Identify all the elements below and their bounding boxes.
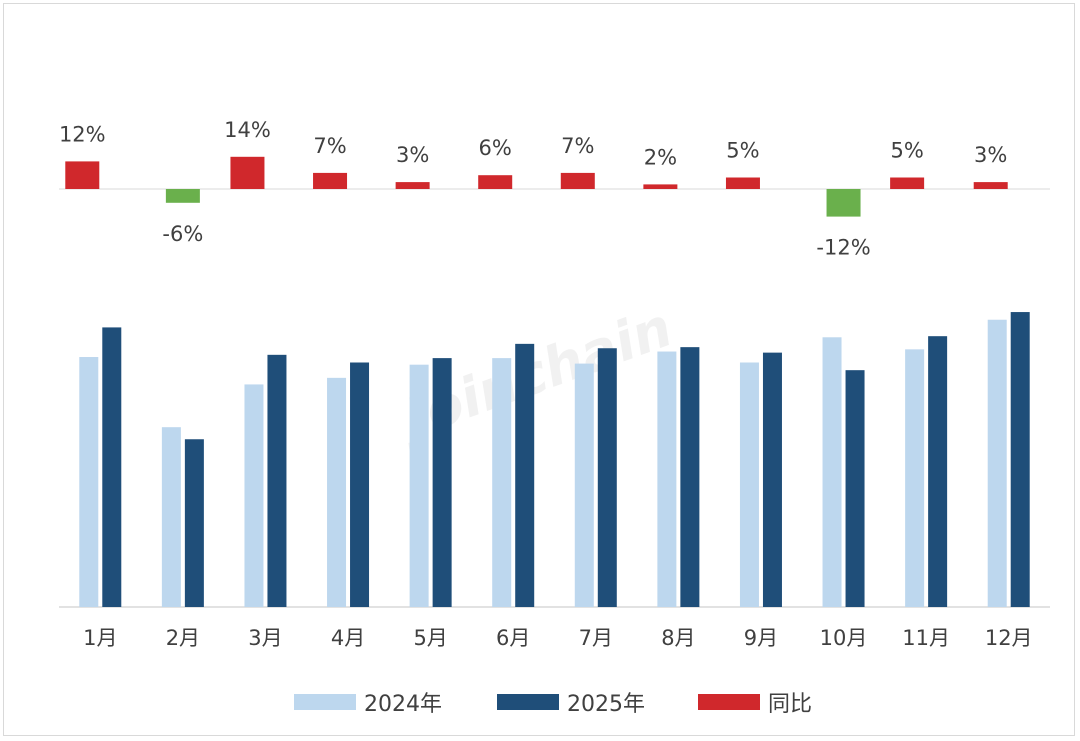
bar-2025年-6月: [515, 344, 534, 607]
yoy-bar-7月: [561, 173, 595, 189]
x-tick-label-8月: 8月: [661, 626, 695, 650]
x-tick-label-9月: 9月: [744, 626, 778, 650]
bar-2025年-5月: [433, 358, 452, 607]
yoy-bar-1月: [65, 161, 99, 189]
yoy-label-6月: 6%: [479, 136, 512, 160]
bar-2025年-4月: [350, 362, 369, 607]
bar-2025年-8月: [680, 347, 699, 607]
x-tick-label-4月: 4月: [331, 626, 365, 650]
yoy-label-5月: 3%: [396, 143, 429, 167]
yoy-bar-6月: [478, 175, 512, 189]
bar-2024年-2月: [162, 427, 181, 607]
bar-2025年-9月: [763, 353, 782, 607]
x-tick-label-11月: 11月: [902, 626, 950, 650]
legend-label-1: 2025年: [567, 692, 645, 717]
yoy-label-11月: 5%: [890, 139, 923, 163]
yoy-label-10月: -12%: [816, 236, 870, 260]
bar-2025年-12月: [1011, 312, 1030, 607]
yoy-bar-9月: [726, 178, 760, 190]
x-tick-label-12月: 12月: [985, 626, 1033, 650]
yoy-label-1月: 12%: [59, 122, 106, 146]
bar-2024年-9月: [740, 362, 759, 607]
yoy-bar-5月: [396, 182, 430, 189]
yoy-bar-4月: [313, 173, 347, 189]
yoy-bar-2月: [166, 189, 200, 203]
bar-2025年-7月: [598, 348, 617, 607]
bar-2025年-11月: [928, 336, 947, 607]
yoy-bar-3月: [230, 157, 264, 189]
watermark-text: Joinchain: [389, 295, 680, 452]
x-tick-label-10月: 10月: [820, 626, 868, 650]
legend-swatch-0: [294, 694, 356, 710]
x-tick-label-7月: 7月: [579, 626, 613, 650]
yoy-label-8月: 2%: [644, 145, 677, 169]
x-tick-label-2月: 2月: [166, 626, 200, 650]
x-tick-label-1月: 1月: [83, 626, 117, 650]
bar-2024年-11月: [905, 349, 924, 607]
bar-2024年-7月: [575, 364, 594, 607]
yoy-bar-8月: [643, 184, 677, 189]
bar-2025年-10月: [846, 370, 865, 607]
x-tick-label-5月: 5月: [413, 626, 447, 650]
bar-2025年-3月: [267, 355, 286, 607]
x-tick-label-6月: 6月: [496, 626, 530, 650]
yoy-bar-11月: [890, 178, 924, 190]
yoy-label-7月: 7%: [561, 134, 594, 158]
bar-2024年-3月: [244, 384, 263, 607]
bar-2024年-8月: [657, 352, 676, 607]
bar-2024年-12月: [988, 320, 1007, 607]
chart: Joinchain 12% -6% 14% 7% 3% 6% 7% 2% 5% -12% 5% 3% 1月…: [0, 0, 1080, 741]
bar-2024年-10月: [823, 337, 842, 607]
legend-label-0: 2024年: [364, 692, 442, 717]
legend-swatch-2: [698, 694, 760, 710]
bar-2025年-2月: [185, 439, 204, 607]
yoy-label-9月: 5%: [726, 139, 759, 163]
bar-2024年-5月: [410, 365, 429, 607]
legend-swatch-1: [497, 694, 559, 710]
bar-2025年-1月: [102, 327, 121, 607]
yoy-bar-12月: [974, 182, 1008, 189]
yoy-label-12月: 3%: [974, 143, 1007, 167]
bar-2024年-4月: [327, 378, 346, 607]
bar-2024年-1月: [79, 357, 98, 607]
yoy-label-3月: 14%: [224, 118, 271, 142]
yoy-bar-10月: [827, 189, 861, 217]
yoy-label-2月: -6%: [162, 222, 203, 246]
x-tick-label-3月: 3月: [248, 626, 282, 650]
legend-label-2: 同比: [768, 692, 812, 717]
yoy-label-4月: 7%: [313, 134, 346, 158]
bar-2024年-6月: [492, 358, 511, 607]
